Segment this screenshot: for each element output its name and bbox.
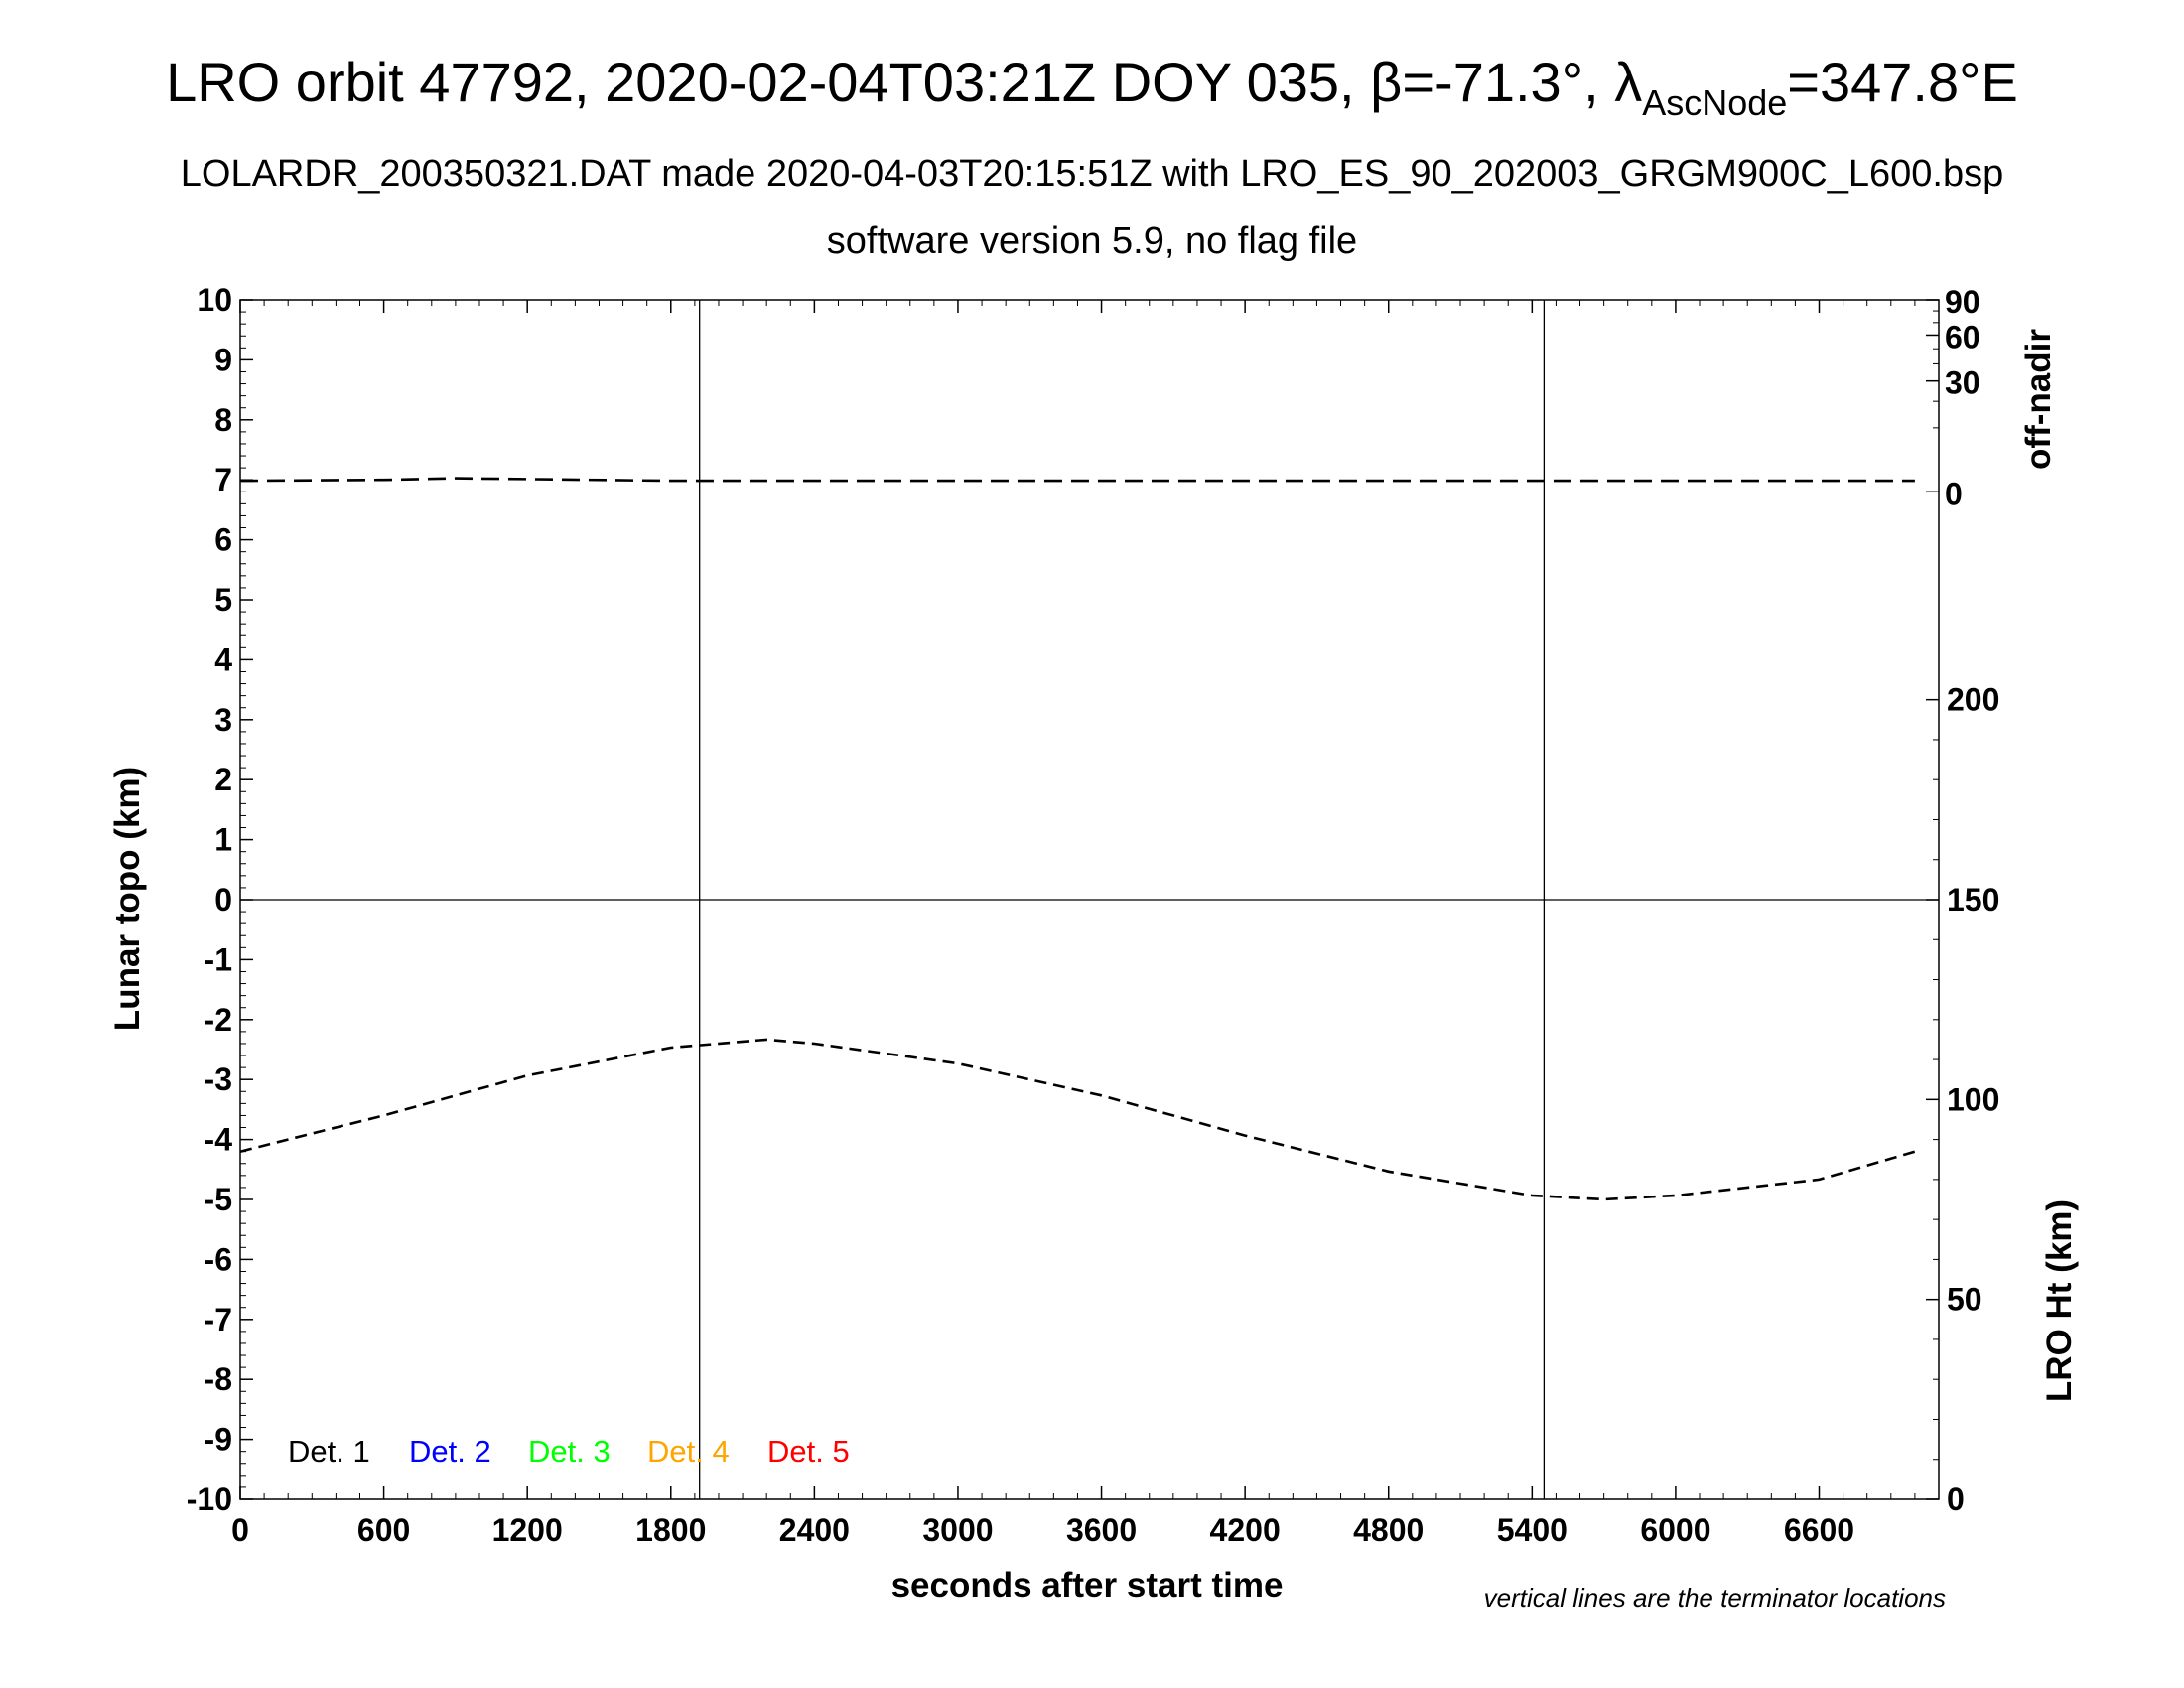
y-tick-label: -1	[205, 941, 232, 977]
y-tick-label: -8	[205, 1361, 232, 1397]
terminator-note: vertical lines are the terminator locati…	[1484, 1583, 1946, 1613]
y-tick-label: -3	[205, 1061, 232, 1097]
y-tick-label: -5	[205, 1182, 232, 1217]
legend-entry-det-3: Det. 3	[528, 1434, 611, 1469]
legend-entry-det-1: Det. 1	[288, 1434, 370, 1469]
y-tick-label: 6	[214, 522, 232, 558]
chart-title: LRO orbit 47792, 2020-02-04T03:21Z DOY 0…	[166, 51, 2018, 123]
chart-subtitle-line-1: LOLARDR_200350321.DAT made 2020-04-03T20…	[181, 153, 2003, 195]
y-tick-label: 1	[214, 822, 232, 858]
y-axis-label-off-nadir: off-nadir	[2019, 329, 2058, 470]
chart-subtitle-line-2: software version 5.9, no flag file	[827, 220, 1357, 262]
plot-area: 0 600 1200 1800 2400 3000 3600 4200 4800 5400 6000…	[187, 282, 2000, 1548]
y-tick-label: -7	[205, 1302, 232, 1337]
y-axis-label-lro-ht: LRO Ht (km)	[2040, 1199, 2079, 1402]
y-tick-label: -4	[205, 1122, 233, 1158]
y-tick-label: -9	[205, 1422, 232, 1458]
legend-entry-det-4: Det. 4	[647, 1434, 730, 1469]
y-tick-label: -6	[205, 1241, 232, 1277]
y-tick-label: 2	[214, 762, 232, 797]
x-tick-label: 600	[357, 1512, 410, 1548]
y-tick-label: -10	[187, 1481, 232, 1517]
y-tick-label: 0	[214, 882, 232, 917]
x-tick-label: 1200	[492, 1512, 563, 1548]
legend-entry-det-5: Det. 5	[767, 1434, 850, 1469]
y-tick-label: 4	[214, 641, 232, 677]
y-tick-label: 8	[214, 402, 232, 438]
x-tick-label: 3000	[922, 1512, 993, 1548]
legend-entry-det-2: Det. 2	[409, 1434, 491, 1469]
y-tick-label: 3	[214, 702, 232, 738]
lro-ht-tick-label: 0	[1947, 1481, 1965, 1517]
series-lro-height-line	[239, 1038, 1916, 1201]
y-axis-label-left: Lunar topo (km)	[108, 767, 147, 1031]
x-tick-label: 5400	[1497, 1512, 1568, 1548]
y-tick-label: 9	[214, 342, 232, 377]
x-axis-label: seconds after start time	[891, 1566, 1284, 1605]
x-tick-label: 2400	[779, 1512, 850, 1548]
y-tick-label: 10	[197, 282, 232, 318]
lro-ht-tick-label: 150	[1947, 882, 1999, 917]
off-nadir-tick-label: 90	[1945, 284, 1980, 320]
off-nadir-tick-label: 60	[1945, 319, 1980, 354]
lro-ht-tick-label: 200	[1947, 682, 1999, 718]
x-tick-label: 6000	[1640, 1512, 1710, 1548]
x-tick-label: 0	[231, 1512, 249, 1548]
x-tick-label: 4200	[1210, 1512, 1281, 1548]
y-tick-label: 5	[214, 582, 232, 618]
off-nadir-tick-label: 0	[1945, 476, 1963, 511]
x-tick-label: 4800	[1353, 1512, 1424, 1548]
x-tick-label: 6600	[1784, 1512, 1854, 1548]
y-tick-label: -2	[205, 1002, 232, 1038]
y-tick-label: 7	[214, 462, 232, 497]
lro-ht-tick-label: 100	[1947, 1081, 1999, 1117]
x-tick-label: 3600	[1066, 1512, 1137, 1548]
lro-ht-tick-label: 50	[1947, 1282, 1982, 1318]
series-off-nadir-line	[239, 477, 1915, 483]
x-tick-label: 1800	[635, 1512, 706, 1548]
off-nadir-tick-label: 30	[1945, 365, 1980, 401]
